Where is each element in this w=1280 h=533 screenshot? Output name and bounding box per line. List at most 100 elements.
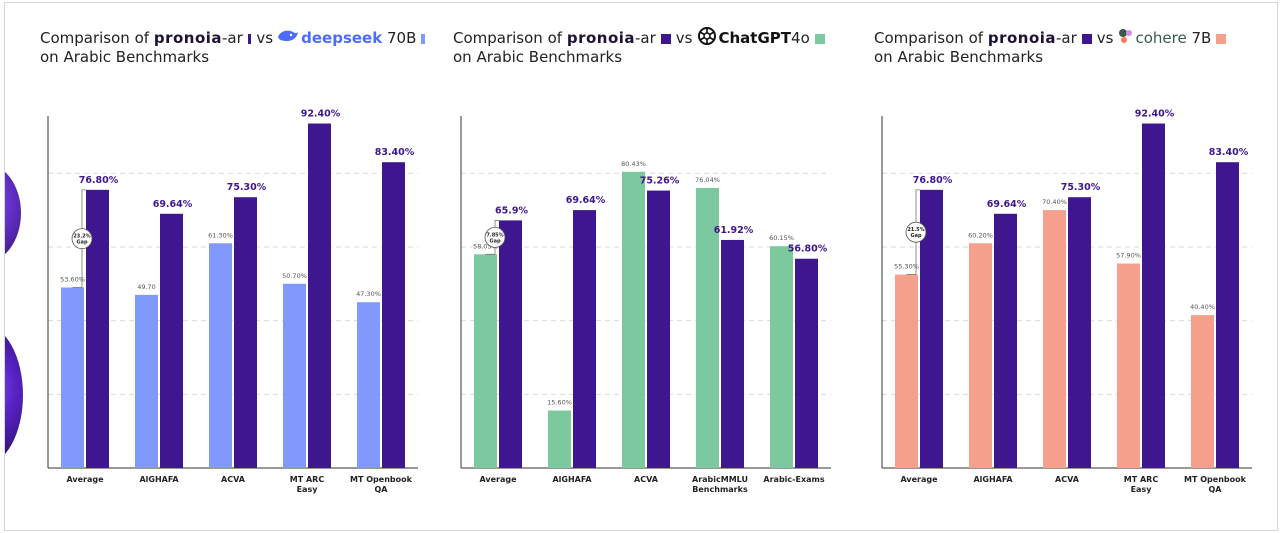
- pronoia-bar: [234, 197, 257, 469]
- pronoia-value-label: 61.92%: [714, 225, 754, 236]
- pronoia-bar: [1068, 197, 1091, 469]
- x-category-label: MT Openbook: [1184, 475, 1247, 484]
- x-category-label: MT Openbook: [350, 475, 413, 484]
- competitor-bar: [283, 283, 306, 468]
- bar-chart: 02040608053.60%76.80%Average23.2%Gap49.7…: [47, 109, 418, 494]
- competitor-value-label: 61.30%: [208, 231, 233, 239]
- x-category-label: ArabicMMLU: [692, 475, 748, 484]
- gap-badge: [71, 228, 93, 250]
- x-category-label: Benchmarks: [692, 485, 748, 494]
- gap-value-label: 7.85%: [486, 232, 503, 238]
- competitor-value-label: 58.05%: [473, 242, 498, 250]
- x-category-label: ACVA: [221, 475, 246, 484]
- chatgpt-logo: ChatGPT: [718, 29, 792, 47]
- pronoia-bar: [160, 213, 183, 468]
- title-vs: vs: [675, 29, 693, 47]
- title-suffix: -ar: [222, 29, 243, 47]
- competitor-value-label: 80.43%: [621, 160, 646, 168]
- slide-frame: Comparison of pronoia -ar vs deepseek 70…: [4, 2, 1278, 531]
- competitor-model: 70B: [386, 29, 417, 47]
- chart-panel-chatgpt: Comparison of pronoia -ar vs ChatGPT 4o …: [453, 3, 843, 530]
- title-line2: on Arabic Benchmarks: [874, 48, 1044, 66]
- x-category-label: AlGHAFA: [552, 475, 592, 484]
- x-category-label: Average: [479, 475, 517, 484]
- competitor-value-label: 40.40%: [1190, 303, 1215, 311]
- chart-title: Comparison of pronoia -ar vs ChatGPT 4o …: [453, 26, 843, 67]
- x-category-label: MT ARC: [1124, 475, 1159, 484]
- pronoia-logo: pronoia: [153, 29, 223, 47]
- title-suffix: -ar: [1056, 29, 1077, 47]
- bar-chart: 02040608058.05%65.9%Average7.85%Gap15.60…: [460, 116, 831, 494]
- competitor-model: 7B: [1191, 29, 1212, 47]
- pronoia-value-label: 76.80%: [913, 175, 953, 186]
- openai-logo-icon: [697, 26, 717, 51]
- pronoia-value-label: 75.30%: [227, 182, 267, 193]
- pronoia-bar: [795, 258, 818, 468]
- gap-badge: [905, 221, 927, 243]
- title-vs: vs: [256, 29, 274, 47]
- gap-badge: [484, 226, 506, 248]
- pronoia-color-swatch: [247, 33, 252, 44]
- competitor-bar: [474, 254, 497, 468]
- x-category-label: ACVA: [634, 475, 659, 484]
- pronoia-bar: [1142, 123, 1165, 469]
- chart-title: Comparison of pronoia -ar vs deepseek 70…: [40, 29, 430, 67]
- x-category-label: Easy: [1131, 485, 1153, 494]
- competitor-bar: [1117, 263, 1140, 468]
- x-category-label: Average: [66, 475, 104, 484]
- pronoia-bar: [920, 189, 943, 468]
- competitor-value-label: 57.90%: [1116, 252, 1141, 260]
- competitor-bar: [1191, 315, 1214, 468]
- gap-text-label: Gap: [910, 233, 921, 239]
- pronoia-bar: [573, 210, 596, 468]
- competitor-value-label: 47.30%: [356, 290, 381, 298]
- pronoia-color-swatch: [660, 33, 671, 44]
- deepseek-logo: deepseek: [301, 29, 383, 47]
- competitor-bar: [969, 243, 992, 468]
- x-category-label: QA: [1209, 485, 1223, 494]
- pronoia-value-label: 76.80%: [79, 175, 119, 186]
- competitor-bar: [357, 302, 380, 468]
- pronoia-value-label: 69.64%: [987, 199, 1027, 210]
- pronoia-value-label: 69.64%: [566, 195, 606, 206]
- x-category-label: QA: [375, 485, 389, 494]
- pronoia-logo: pronoia: [987, 29, 1057, 47]
- competitor-value-label: 70.40%: [1042, 198, 1067, 206]
- title-prefix: Comparison of: [453, 29, 563, 47]
- x-category-label: AlGHAFA: [973, 475, 1013, 484]
- competitor-model: 4o: [791, 29, 810, 47]
- title-suffix: -ar: [635, 29, 656, 47]
- gap-value-label: 23.2%: [73, 234, 90, 240]
- competitor-bar: [135, 294, 158, 468]
- chart-title: Comparison of pronoia -ar vs cohere 7B o…: [874, 29, 1264, 67]
- title-line2: on Arabic Benchmarks: [40, 48, 210, 66]
- bar-chart: 02040608055.30%76.80%Average21.5%Gap60.2…: [881, 109, 1252, 494]
- gap-text-label: Gap: [76, 240, 87, 246]
- competitor-value-label: 50.70%: [282, 272, 307, 280]
- competitor-value-label: 60.20%: [968, 231, 993, 239]
- decorative-orb: [5, 325, 23, 465]
- x-category-label: AlGHAFA: [139, 475, 179, 484]
- competitor-bar: [895, 274, 918, 468]
- gap-text-label: Gap: [489, 238, 500, 244]
- cohere-logo-icon: [1118, 28, 1134, 49]
- title-prefix: Comparison of: [40, 29, 150, 47]
- competitor-bar: [548, 410, 571, 468]
- pronoia-value-label: 75.26%: [640, 176, 680, 187]
- chart-panel-cohere: Comparison of pronoia -ar vs cohere 7B o…: [874, 3, 1264, 530]
- competitor-bar: [622, 171, 645, 468]
- pronoia-value-label: 92.40%: [301, 109, 341, 120]
- pronoia-value-label: 56.80%: [788, 244, 828, 255]
- competitor-value-label: 49.70: [137, 283, 156, 291]
- decorative-orb: [5, 163, 21, 263]
- pronoia-bar: [994, 213, 1017, 468]
- pronoia-value-label: 75.30%: [1061, 182, 1101, 193]
- x-category-label: ACVA: [1055, 475, 1080, 484]
- pronoia-bar: [721, 239, 744, 468]
- gap-value-label: 21.5%: [907, 227, 924, 233]
- pronoia-value-label: 83.40%: [1209, 147, 1249, 158]
- competitor-bar: [770, 246, 793, 468]
- competitor-bar: [1043, 210, 1066, 468]
- x-category-label: Average: [900, 475, 938, 484]
- competitor-value-label: 15.60%: [547, 399, 572, 407]
